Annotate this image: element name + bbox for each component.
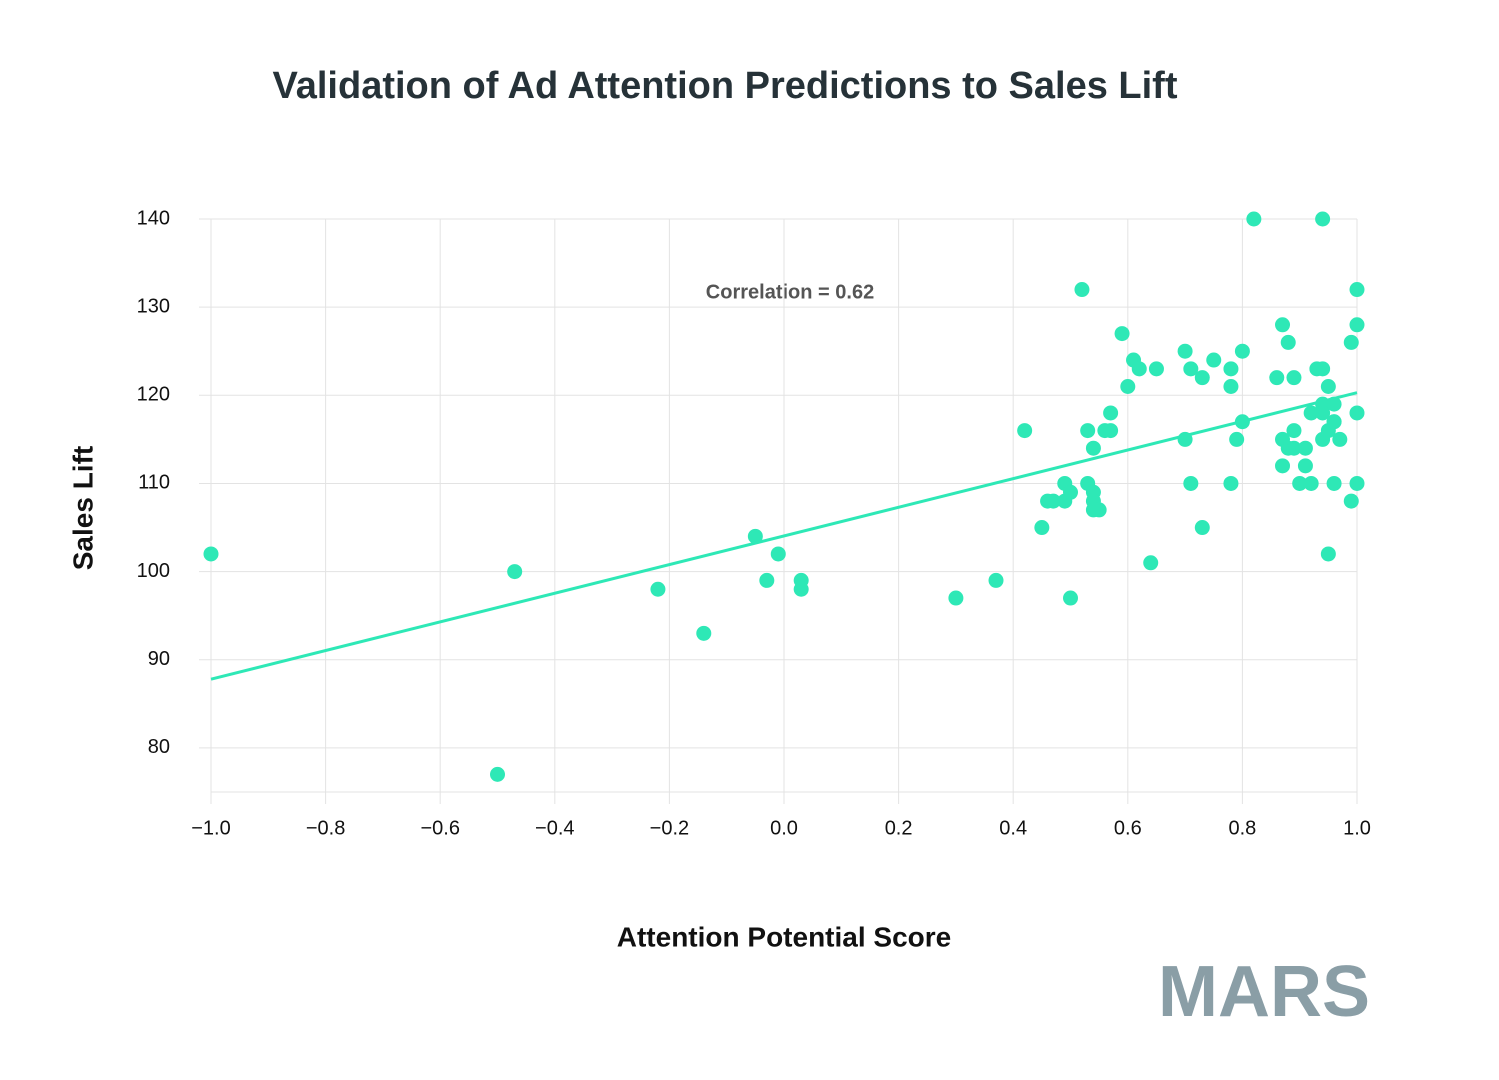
point [1246,211,1262,227]
point [1332,431,1348,447]
y-tick-label: 120 [137,384,170,406]
x-tick-label: 0.2 [885,817,913,839]
y-tick-label: 130 [137,295,170,317]
point [1206,352,1222,368]
point [1143,555,1159,571]
point [1131,361,1147,377]
x-tick-label: −0.4 [535,817,574,839]
trendline [210,391,1358,681]
point [1269,370,1285,386]
point [490,766,505,782]
point [1280,334,1296,350]
point [1194,370,1210,386]
x-tick-label: −0.8 [306,817,345,839]
point [1148,361,1164,377]
x-tick-label: 0.6 [1114,817,1142,839]
point [948,590,964,606]
point [1286,423,1302,439]
chart-title: Validation of Ad Attention Predictions t… [272,65,1177,107]
point [1286,370,1302,386]
point [1234,343,1250,359]
marks [203,211,1365,782]
point [1349,475,1365,491]
y-tick-label: 140 [137,207,170,229]
point [1343,334,1359,350]
point [1120,378,1136,394]
y-tick-label: 90 [148,648,170,670]
point [1326,414,1342,430]
point [1063,590,1078,606]
point [1286,440,1302,456]
point [1326,396,1342,412]
point [793,581,809,597]
x-tick-label: 0.4 [999,817,1027,839]
point [203,546,219,562]
point [650,581,666,597]
point [1085,440,1101,456]
point [1343,493,1359,509]
y-tick-label: 100 [137,560,170,582]
point [1183,361,1199,377]
point [1194,520,1210,536]
point [1229,431,1245,447]
x-axis-label: Attention Potential Score [617,921,951,952]
point [1091,502,1107,518]
x-tick-label: 0.0 [770,817,798,839]
point [1063,484,1078,500]
point [1080,423,1096,439]
point [1234,414,1250,430]
point [507,564,523,580]
point [1223,475,1239,491]
point [1074,282,1090,298]
y-axis-label: Sales Lift [67,446,98,570]
point [1303,475,1319,491]
point [1275,458,1291,474]
point [988,572,1004,588]
point [1297,440,1313,456]
point [1183,475,1199,491]
point [1320,546,1336,562]
logo: MARS [1158,952,1370,1032]
annotation: Correlation = 0.62 [706,281,874,303]
point [1177,431,1193,447]
point [1223,378,1239,394]
point [1275,317,1291,333]
x-tick-label: 0.8 [1228,817,1256,839]
point [1223,361,1239,377]
point [1103,405,1119,421]
x-tick-label: −1.0 [191,817,230,839]
point [1103,423,1119,439]
point [1045,493,1061,509]
point [1320,378,1336,394]
y-tick-label: 110 [138,472,170,494]
point [1297,458,1313,474]
y-tick-label: 80 [148,736,170,758]
point [1349,282,1365,298]
point [1315,405,1331,421]
grid: 80 90 100 110 120 130 140 −1.0 −0.8 −0.6 −0.4 −0.2 0… [137,207,1371,839]
point [1326,475,1342,491]
point [696,625,712,641]
point [1349,317,1365,333]
x-tick-label: 1.0 [1343,817,1371,839]
point [1017,423,1033,439]
point [747,528,763,544]
point [1177,343,1193,359]
point [759,572,775,588]
point [1114,326,1130,342]
point [1315,211,1331,227]
x-tick-label: −0.2 [650,817,689,839]
point [770,546,786,562]
point [1315,361,1331,377]
point [1349,405,1365,421]
point [1034,520,1050,536]
point [1292,475,1308,491]
point [1303,405,1319,421]
x-tick-label: −0.6 [420,817,459,839]
